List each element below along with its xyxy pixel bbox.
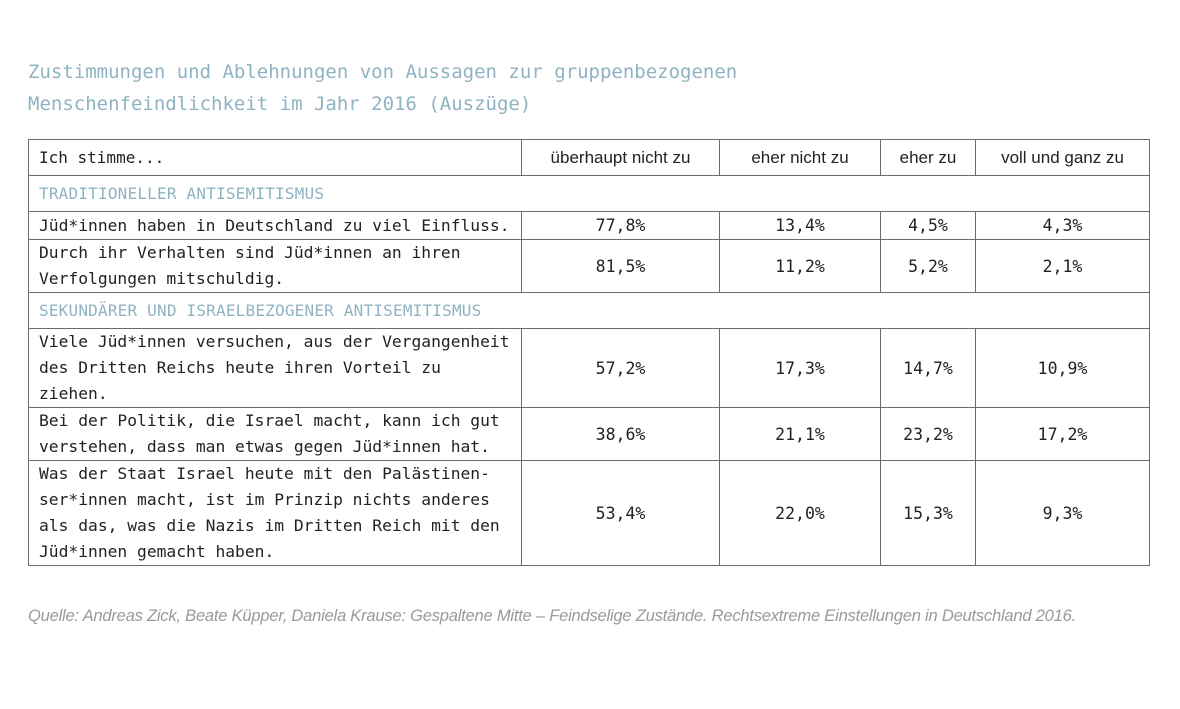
value-cell: 81,5% [521, 239, 720, 293]
source-note: Quelle: Andreas Zick, Beate Küpper, Dani… [28, 606, 1076, 625]
statement-line: Viele Jüd*innen versuchen, aus der Verga… [39, 332, 510, 351]
statement-cell: Viele Jüd*innen versuchen, aus der Verga… [28, 328, 522, 408]
statement-line: Durch ihr Verhalten sind Jüd*innen an ih… [39, 243, 461, 262]
statement-cell: Was der Staat Israel heute mit den Paläs… [28, 460, 522, 566]
value-cell: 14,7% [880, 328, 976, 408]
table-row: Was der Staat Israel heute mit den Paläs… [28, 460, 1150, 566]
statement-cell: Durch ihr Verhalten sind Jüd*innen an ih… [28, 239, 522, 293]
value-cell: 53,4% [521, 460, 720, 566]
statement-cell: Bei der Politik, die Israel macht, kann … [28, 407, 522, 461]
statement-line: Jüd*innen haben in Deutschland zu viel E… [39, 215, 510, 235]
value-cell: 11,2% [719, 239, 881, 293]
value-cell: 2,1% [975, 239, 1150, 293]
title-line-2: Menschenfeindlichkeit im Jahr 2016 (Ausz… [28, 93, 532, 115]
table-row: Durch ihr Verhalten sind Jüd*innen an ih… [28, 239, 1150, 293]
section-label: TRADITIONELLER ANTISEMITISMUS [28, 175, 1150, 212]
table-header-row: Ich stimme... überhaupt nicht zu eher ni… [28, 139, 1150, 176]
header-not-at-all: überhaupt nicht zu [521, 139, 720, 176]
header-fully-agree: voll und ganz zu [975, 139, 1150, 176]
statement-line: Jüd*innen gemacht haben. [39, 542, 275, 561]
table-row: Viele Jüd*innen versuchen, aus der Verga… [28, 328, 1150, 408]
header-statement: Ich stimme... [28, 139, 522, 176]
value-cell: 5,2% [880, 239, 976, 293]
statement-line: verstehen, dass man etwas gegen Jüd*inne… [39, 437, 490, 456]
page-title: Zustimmungen und Ablehnungen von Aussage… [28, 56, 1148, 120]
section-row: SEKUNDÄRER UND ISRAELBEZOGENER ANTISEMIT… [28, 292, 1150, 329]
statement-line: als das, was die Nazis im Dritten Reich … [39, 516, 500, 535]
statement-cell: Jüd*innen haben in Deutschland zu viel E… [28, 211, 522, 240]
section-row: TRADITIONELLER ANTISEMITISMUS [28, 175, 1150, 212]
value-cell: 21,1% [719, 407, 881, 461]
statement-line: Verfolgungen mitschuldig. [39, 269, 285, 288]
value-cell: 4,3% [975, 211, 1150, 240]
value-cell: 38,6% [521, 407, 720, 461]
value-cell: 9,3% [975, 460, 1150, 566]
section-label: SEKUNDÄRER UND ISRAELBEZOGENER ANTISEMIT… [28, 292, 1150, 329]
value-cell: 10,9% [975, 328, 1150, 408]
survey-table: Ich stimme... überhaupt nicht zu eher ni… [28, 139, 1150, 566]
value-cell: 23,2% [880, 407, 976, 461]
statement-line: Bei der Politik, die Israel macht, kann … [39, 411, 500, 430]
statement-line: Was der Staat Israel heute mit den Paläs… [39, 464, 490, 483]
value-cell: 4,5% [880, 211, 976, 240]
value-cell: 17,3% [719, 328, 881, 408]
value-cell: 15,3% [880, 460, 976, 566]
header-rather-agree: eher zu [880, 139, 976, 176]
table-row: Bei der Politik, die Israel macht, kann … [28, 407, 1150, 461]
value-cell: 77,8% [521, 211, 720, 240]
table-row: Jüd*innen haben in Deutschland zu viel E… [28, 211, 1150, 240]
header-rather-not: eher nicht zu [719, 139, 881, 176]
title-line-1: Zustimmungen und Ablehnungen von Aussage… [28, 61, 738, 83]
value-cell: 17,2% [975, 407, 1150, 461]
statement-line: ser*innen macht, ist im Prinzip nichts a… [39, 490, 490, 509]
value-cell: 57,2% [521, 328, 720, 408]
statement-line: des Dritten Reichs heute ihren Vorteil z… [39, 358, 441, 403]
value-cell: 22,0% [719, 460, 881, 566]
value-cell: 13,4% [719, 211, 881, 240]
